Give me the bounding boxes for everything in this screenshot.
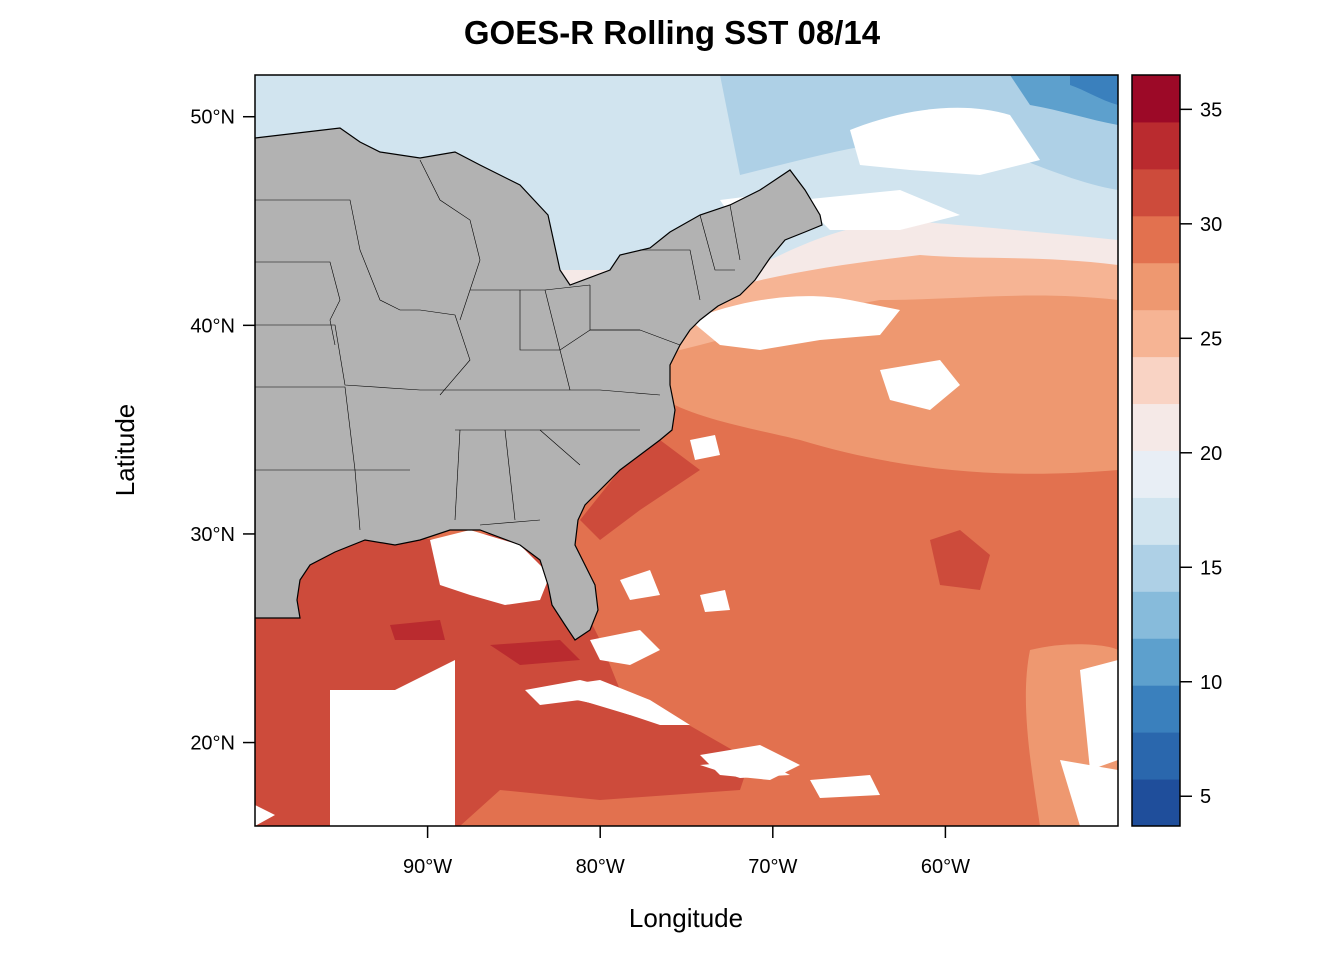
colorbar-swatch bbox=[1132, 497, 1180, 545]
sst-hot-spot-3 bbox=[930, 530, 990, 590]
lon-tick-label: 60°W bbox=[921, 856, 970, 878]
colorbar-swatch bbox=[1132, 685, 1180, 733]
map-frame bbox=[254, 74, 1119, 827]
lat-tick-label: 30°N bbox=[190, 524, 235, 546]
colorbar-ticks: 5 10 15 20 25 30 35 bbox=[1180, 99, 1222, 808]
land-cuba bbox=[530, 680, 690, 725]
lat-tick-label: 20°N bbox=[190, 733, 235, 755]
colorbar-swatch bbox=[1132, 450, 1180, 498]
sst-zone-coldest bbox=[1070, 75, 1118, 105]
colorbar-swatch bbox=[1132, 309, 1180, 358]
y-axis-label: Latitude bbox=[110, 404, 140, 497]
colorbar-tick-label: 15 bbox=[1200, 557, 1222, 579]
longitude-ticks: 90°W 80°W 70°W 60°W bbox=[403, 826, 970, 878]
colorbar-swatch bbox=[1132, 779, 1180, 827]
colorbar-swatch bbox=[1132, 121, 1180, 170]
state-boundaries bbox=[255, 159, 741, 531]
colorbar-tick-label: 20 bbox=[1200, 443, 1222, 465]
land-north-america bbox=[255, 127, 823, 641]
colorbar-tick-label: 35 bbox=[1200, 99, 1222, 121]
colorbar-swatch bbox=[1132, 403, 1180, 451]
sst-hot-spot-1 bbox=[490, 640, 580, 665]
lon-tick-label: 80°W bbox=[576, 856, 625, 878]
lat-tick-label: 50°N bbox=[190, 107, 235, 129]
colorbar-swatch bbox=[1132, 732, 1180, 780]
land-hispaniola bbox=[700, 760, 790, 778]
colorbar-tick-label: 5 bbox=[1200, 786, 1211, 808]
lon-tick-label: 90°W bbox=[403, 856, 452, 878]
lon-tick-label: 70°W bbox=[748, 856, 797, 878]
map-area bbox=[255, 75, 1118, 826]
colorbar-swatch bbox=[1132, 262, 1180, 311]
colorbar-swatch bbox=[1132, 75, 1180, 123]
colorbar-tick-label: 30 bbox=[1200, 214, 1222, 236]
colorbar-tick-label: 10 bbox=[1200, 672, 1222, 694]
colorbar-swatch bbox=[1132, 168, 1180, 217]
colorbar-tick-label: 25 bbox=[1200, 328, 1222, 350]
colorbar-swatch bbox=[1132, 215, 1180, 264]
map-title: GOES-R Rolling SST 08/14 bbox=[464, 14, 881, 51]
sst-coastal-atlantic bbox=[580, 440, 700, 540]
latitude-ticks: 20°N 30°N 40°N 50°N bbox=[190, 107, 255, 755]
sst-hot-spot-2 bbox=[390, 620, 445, 640]
x-axis-label: Longitude bbox=[629, 903, 743, 933]
colorbar-frame bbox=[1131, 74, 1181, 827]
colorbar-swatch bbox=[1132, 591, 1180, 639]
colorbar-swatch bbox=[1132, 356, 1180, 405]
colorbar-swatch bbox=[1132, 544, 1180, 592]
colorbar bbox=[1132, 75, 1180, 827]
colorbar-swatch bbox=[1132, 638, 1180, 686]
lat-tick-label: 40°N bbox=[190, 315, 235, 337]
